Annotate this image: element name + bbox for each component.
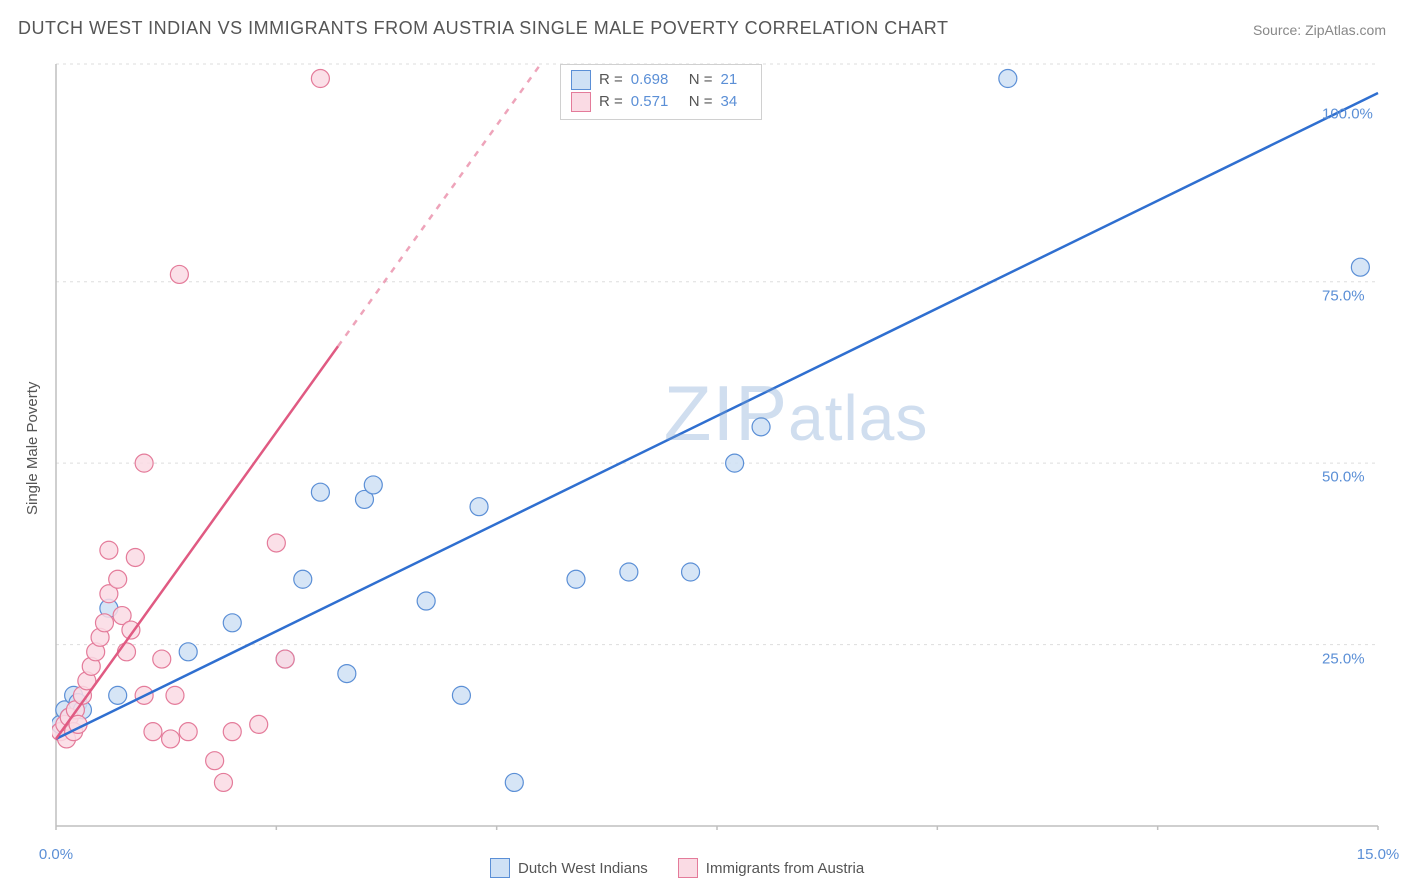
legend-row: R = 0.698 N = 21 bbox=[571, 69, 751, 91]
x-tick-label: 15.0% bbox=[1357, 846, 1400, 863]
legend-swatch bbox=[678, 858, 698, 878]
legend-r-label: R = bbox=[599, 91, 623, 113]
y-axis-label: Single Male Poverty bbox=[24, 382, 41, 515]
scatter-plot bbox=[52, 60, 1382, 830]
y-tick-label: 75.0% bbox=[1322, 287, 1365, 304]
legend-r-value: 0.571 bbox=[631, 91, 681, 113]
y-tick-label: 25.0% bbox=[1322, 650, 1365, 667]
legend-correlation: R = 0.698 N = 21 R = 0.571 N = 34 bbox=[560, 64, 762, 120]
legend-n-label: N = bbox=[689, 91, 713, 113]
legend-n-value: 34 bbox=[721, 91, 751, 113]
legend-series-label: Dutch West Indians bbox=[518, 860, 648, 877]
source-label: Source: ZipAtlas.com bbox=[1253, 22, 1386, 38]
y-tick-label: 100.0% bbox=[1322, 106, 1373, 123]
legend-series-item: Immigrants from Austria bbox=[678, 858, 864, 878]
legend-row: R = 0.571 N = 34 bbox=[571, 91, 751, 113]
legend-series-label: Immigrants from Austria bbox=[706, 860, 864, 877]
legend-n-label: N = bbox=[689, 69, 713, 91]
legend-series: Dutch West Indians Immigrants from Austri… bbox=[490, 858, 864, 878]
legend-swatch bbox=[571, 70, 591, 90]
legend-n-value: 21 bbox=[721, 69, 751, 91]
chart-container: { "title": "DUTCH WEST INDIAN VS IMMIGRA… bbox=[0, 0, 1406, 892]
legend-swatch bbox=[571, 92, 591, 112]
legend-r-label: R = bbox=[599, 69, 623, 91]
legend-series-item: Dutch West Indians bbox=[490, 858, 648, 878]
y-tick-label: 50.0% bbox=[1322, 469, 1365, 486]
legend-swatch bbox=[490, 858, 510, 878]
legend-r-value: 0.698 bbox=[631, 69, 681, 91]
chart-title: DUTCH WEST INDIAN VS IMMIGRANTS FROM AUS… bbox=[18, 18, 948, 39]
x-tick-label: 0.0% bbox=[39, 846, 73, 863]
